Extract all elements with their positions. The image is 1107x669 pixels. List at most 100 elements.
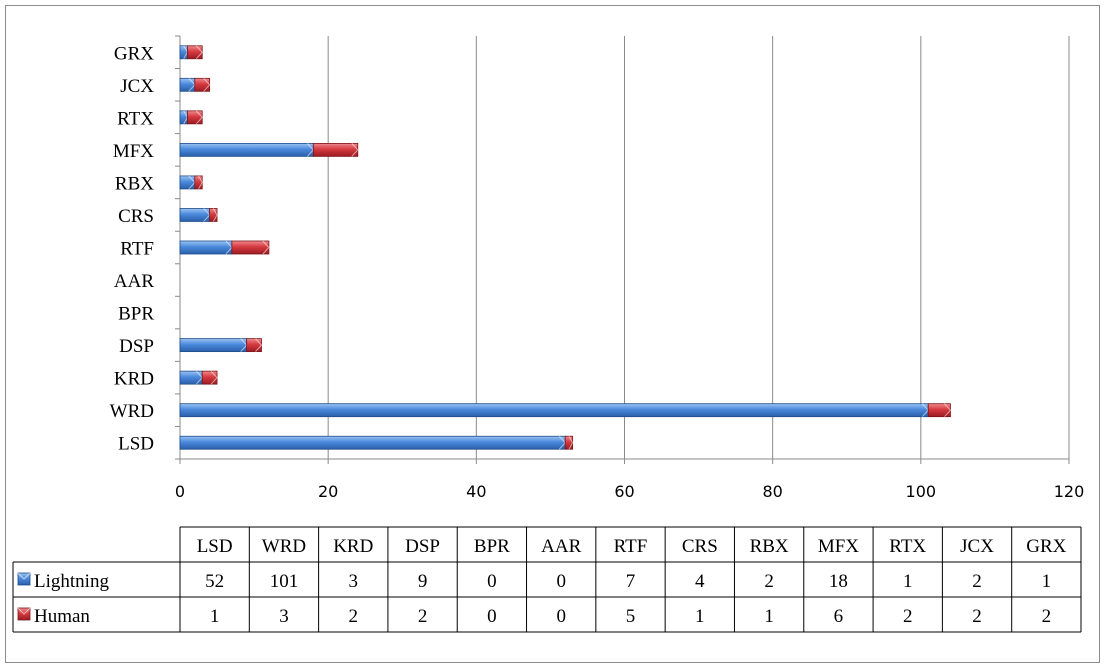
bar-bevel-human-grx bbox=[195, 45, 203, 60]
category-label-rtf: RTF bbox=[120, 239, 154, 260]
bar-human-rtx bbox=[187, 110, 203, 125]
table-cell-human-bpr: 0 bbox=[487, 606, 497, 627]
bar-bevel-human-rbx bbox=[198, 175, 203, 190]
table-cell-human-wrd: 3 bbox=[279, 606, 289, 627]
table-cell-lightning-jcx: 2 bbox=[972, 571, 982, 592]
table-header-rtx: RTX bbox=[889, 536, 926, 557]
axes bbox=[175, 35, 1070, 464]
bar-lightning-rtx bbox=[179, 110, 188, 125]
bar-human-jcx bbox=[194, 77, 211, 92]
bar-human-mfx bbox=[312, 142, 359, 157]
table-cell-human-rtx: 2 bbox=[903, 606, 913, 627]
category-label-crs: CRS bbox=[118, 206, 154, 227]
category-label-lsd: LSD bbox=[118, 434, 154, 455]
table-cell-lightning-bpr: 0 bbox=[487, 571, 497, 592]
x-tick-label-80: 80 bbox=[762, 482, 782, 501]
x-tick-label-20: 20 bbox=[318, 482, 338, 501]
x-tick-label-0: 0 bbox=[175, 482, 185, 501]
bar-bevel-human-wrd bbox=[944, 403, 952, 418]
table-cell-human-jcx: 2 bbox=[972, 606, 982, 627]
table-cell-lightning-krd: 3 bbox=[349, 571, 359, 592]
bar-human-crs bbox=[209, 208, 218, 222]
table-cell-lightning-aar: 0 bbox=[556, 571, 566, 592]
bar-bevel-human-rtf bbox=[262, 240, 270, 255]
bars bbox=[179, 45, 952, 450]
bar-lightning-rtf bbox=[179, 240, 233, 255]
category-label-wrd: WRD bbox=[110, 401, 154, 422]
category-label-dsp: DSP bbox=[119, 336, 154, 357]
legend-label-lightning: Lightning bbox=[34, 571, 109, 592]
category-label-aar: AAR bbox=[114, 271, 154, 292]
table-header-krd: KRD bbox=[333, 536, 373, 557]
table-header-rbx: RBX bbox=[750, 536, 789, 557]
category-label-mfx: MFX bbox=[113, 141, 154, 162]
table-header-mfx: MFX bbox=[818, 536, 859, 557]
table-header-bpr: BPR bbox=[474, 536, 510, 557]
bar-human-lsd bbox=[564, 435, 574, 450]
data-table: LSD WRD KRD DSP BPR AAR RTF CRS RBX MFX RTX JCX GRX L… bbox=[12, 526, 1082, 633]
table-cell-lightning-dsp: 9 bbox=[418, 571, 428, 592]
table-header-grx: GRX bbox=[1026, 536, 1066, 557]
bar-human-krd bbox=[201, 370, 218, 385]
bar-human-rtf bbox=[231, 240, 270, 255]
table-cell-lightning-grx: 1 bbox=[1042, 571, 1052, 592]
legend-marker-bevel-lightning bbox=[17, 572, 31, 580]
table-cell-human-rtf: 5 bbox=[626, 606, 636, 627]
table-cell-lightning-mfx: 18 bbox=[829, 571, 848, 592]
bar-lightning-jcx bbox=[179, 77, 196, 92]
table-cell-human-krd: 2 bbox=[349, 606, 359, 627]
table-header-rtf: RTF bbox=[614, 536, 648, 557]
bar-human-rbx bbox=[194, 175, 203, 190]
category-label-rbx: RBX bbox=[115, 173, 154, 194]
x-tick-labels: 0 20 40 60 80 100 120 bbox=[175, 482, 1084, 501]
table-header-aar: AAR bbox=[541, 536, 581, 557]
table-header-crs: CRS bbox=[682, 536, 718, 557]
bar-lightning-grx bbox=[179, 45, 188, 60]
bar-human-dsp bbox=[246, 338, 262, 353]
table-cell-human-lsd: 1 bbox=[210, 606, 220, 627]
category-label-bpr: BPR bbox=[118, 304, 154, 325]
table-cell-human-aar: 0 bbox=[556, 606, 566, 627]
category-label-krd: KRD bbox=[114, 369, 154, 390]
gridlines bbox=[327, 36, 1070, 459]
bar-lightning-wrd bbox=[179, 403, 929, 418]
table-header-lsd: LSD bbox=[197, 536, 233, 557]
bar-lightning-lsd bbox=[179, 435, 566, 450]
bar-bevel-human-crs bbox=[212, 208, 218, 222]
bar-bevel-human-lsd bbox=[568, 435, 574, 450]
bar-lightning-mfx bbox=[179, 142, 314, 157]
chart-frame bbox=[5, 5, 1100, 663]
bar-bevel-human-krd bbox=[210, 370, 218, 385]
table-cell-lightning-lsd: 52 bbox=[205, 571, 224, 592]
table-cell-human-dsp: 2 bbox=[418, 606, 428, 627]
bar-lightning-dsp bbox=[179, 338, 248, 353]
table-cell-human-crs: 1 bbox=[695, 606, 705, 627]
table-cell-human-mfx: 6 bbox=[834, 606, 844, 627]
bar-human-grx bbox=[187, 45, 203, 60]
x-tick-label-40: 40 bbox=[466, 482, 486, 501]
bar-bevel-human-jcx bbox=[203, 77, 211, 92]
bar-bevel-human-mfx bbox=[351, 143, 359, 157]
bar-bevel-human-dsp bbox=[255, 338, 263, 352]
x-tick-label-120: 120 bbox=[1054, 482, 1085, 501]
table-cell-human-grx: 2 bbox=[1042, 606, 1052, 627]
table-cell-lightning-rtx: 1 bbox=[903, 571, 913, 592]
bar-lightning-rbx bbox=[179, 175, 196, 190]
table-cell-lightning-rtf: 7 bbox=[626, 571, 636, 592]
x-tick-label-100: 100 bbox=[906, 482, 937, 501]
table-header-wrd: WRD bbox=[262, 536, 306, 557]
table-header-dsp: DSP bbox=[405, 536, 440, 557]
category-labels: LSD WRD KRD DSP BPR AAR RTF CRS RBX MFX RTX JCX GRX bbox=[110, 43, 155, 454]
category-label-jcx: JCX bbox=[120, 76, 154, 97]
x-tick-label-60: 60 bbox=[614, 482, 634, 501]
category-label-rtx: RTX bbox=[117, 108, 154, 129]
table-cell-lightning-crs: 4 bbox=[695, 571, 705, 592]
bar-human-wrd bbox=[927, 403, 951, 418]
category-label-grx: GRX bbox=[114, 43, 154, 64]
legend-label-human: Human bbox=[34, 606, 90, 627]
table-cell-lightning-rbx: 2 bbox=[764, 571, 774, 592]
bar-lightning-krd bbox=[179, 370, 203, 385]
table-cell-lightning-wrd: 101 bbox=[270, 571, 299, 592]
